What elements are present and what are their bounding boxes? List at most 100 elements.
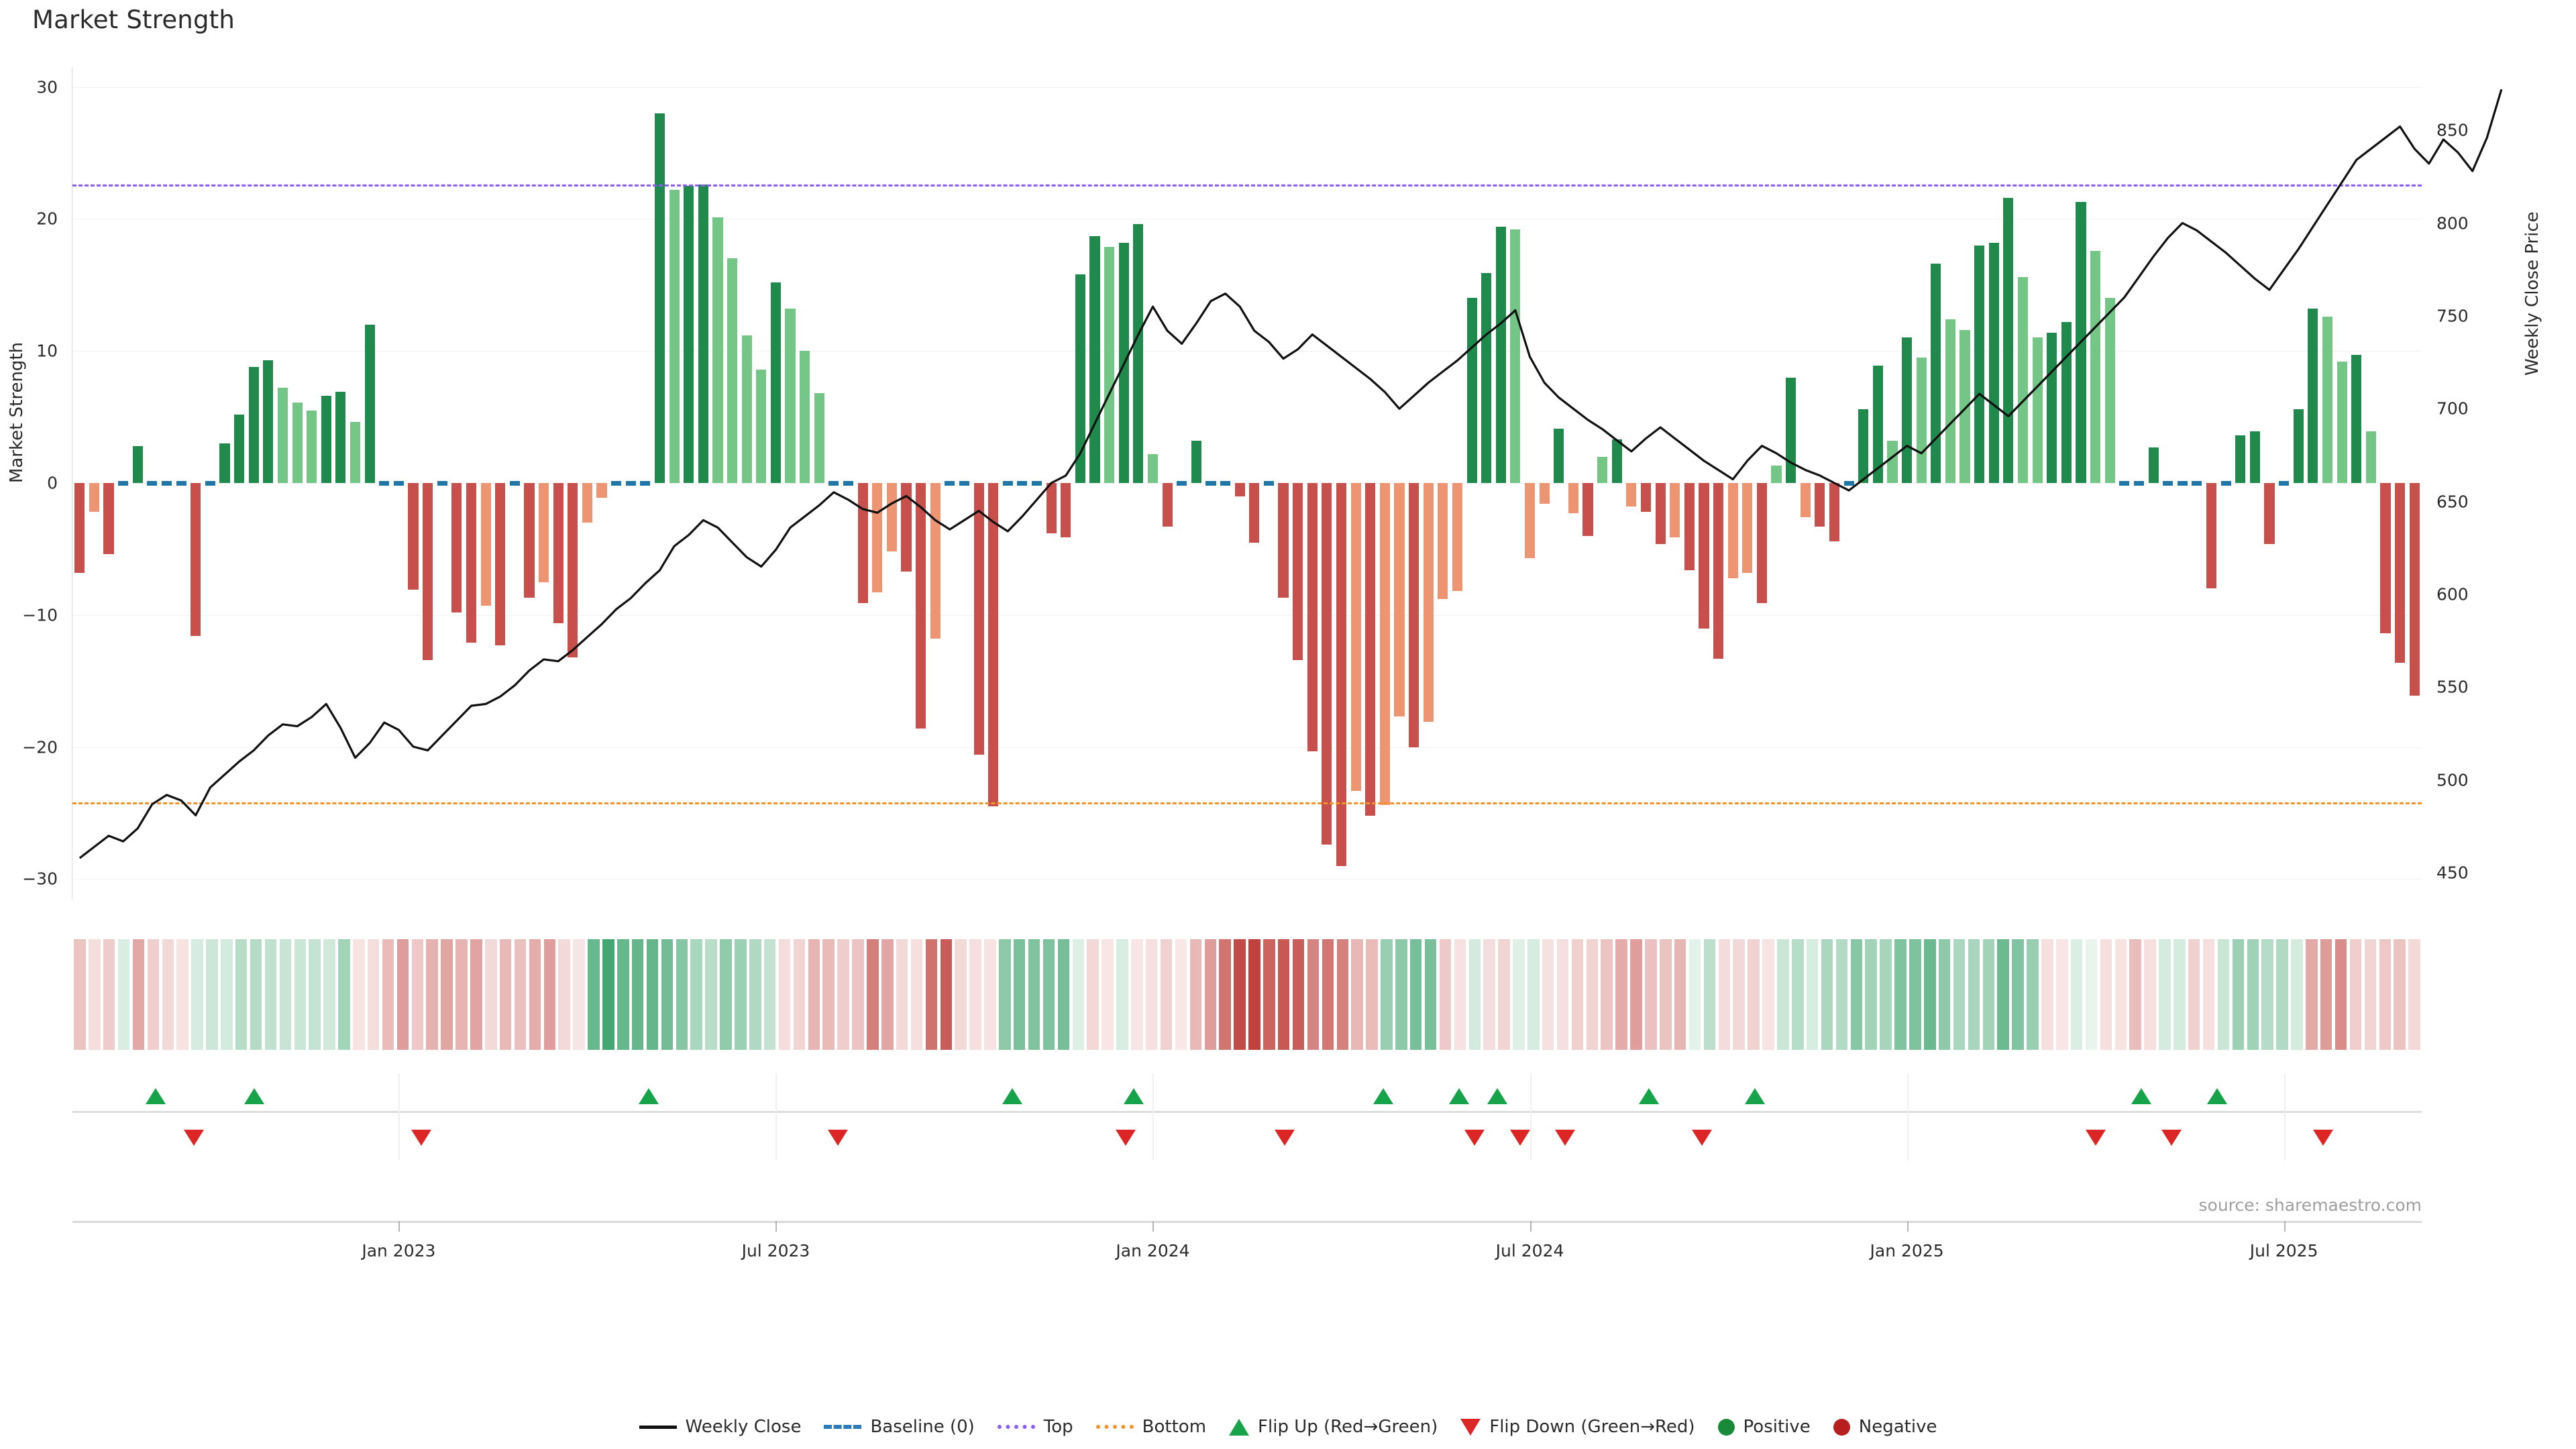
- negative-bar: [1234, 483, 1245, 496]
- negative-bar: [1379, 483, 1390, 806]
- x-axis-tick-mark: [2284, 1221, 2286, 1232]
- right-axis-tick-label: 600: [2436, 584, 2469, 604]
- negative-bar: [2395, 483, 2406, 663]
- positive-bar: [1554, 429, 1564, 483]
- positive-bar: [1887, 441, 1898, 483]
- legend-item[interactable]: Flip Up (Red→Green): [1229, 1417, 1438, 1437]
- legend-item[interactable]: Positive: [1717, 1417, 1811, 1437]
- legend-item[interactable]: Flip Down (Green→Red): [1460, 1417, 1695, 1437]
- legend-triangle-down-icon: [1460, 1418, 1481, 1436]
- heat-strip-cell: [1234, 939, 1246, 1050]
- legend-item-label: Flip Up (Red→Green): [1258, 1417, 1438, 1437]
- heat-strip-cell: [1102, 939, 1114, 1050]
- heat-strip-cell: [1630, 939, 1642, 1050]
- baseline-tick-bar: [1002, 481, 1013, 486]
- negative-bar: [1568, 483, 1578, 514]
- positive-bar: [1147, 453, 1159, 483]
- heat-strip-cell: [2247, 939, 2259, 1050]
- legend-circle-icon: [1717, 1418, 1735, 1436]
- baseline-tick-bar: [640, 481, 651, 486]
- heat-strip-cell: [1277, 939, 1290, 1050]
- legend-item[interactable]: Negative: [1833, 1417, 1937, 1437]
- positive-bar: [2235, 435, 2246, 483]
- heat-strip-cell: [705, 939, 717, 1050]
- heat-strip-cell: [1850, 939, 1863, 1050]
- heat-strip-cell: [1924, 939, 1936, 1050]
- heat-strip-cell: [1703, 939, 1716, 1050]
- heat-strip-cell: [720, 939, 732, 1050]
- heat-strip-cell: [1586, 939, 1599, 1050]
- heat-strip-cell: [1175, 939, 1187, 1050]
- legend-item[interactable]: Bottom: [1095, 1417, 1206, 1437]
- legend-item[interactable]: Weekly Close: [639, 1417, 801, 1437]
- heat-strip-cell: [162, 939, 174, 1050]
- right-axis-label: Weekly Close Price: [2522, 211, 2542, 376]
- heat-strip-cell: [1556, 939, 1569, 1050]
- positive-bar: [1510, 229, 1521, 483]
- negative-bar: [988, 483, 999, 807]
- negative-bar: [1409, 483, 1419, 747]
- heat-strip-cell: [1189, 939, 1202, 1050]
- left-axis-tick-label: −20: [22, 737, 58, 757]
- negative-bar: [1539, 483, 1550, 504]
- bottom-reference-line: [72, 802, 2422, 805]
- legend-item[interactable]: Baseline (0): [824, 1417, 975, 1437]
- heat-strip-cell: [323, 939, 335, 1050]
- heat-strip-cell: [1409, 939, 1422, 1050]
- heat-strip-cell: [1322, 939, 1334, 1050]
- negative-bar: [1699, 483, 1709, 629]
- baseline-tick-bar: [509, 481, 520, 486]
- flip-up-marker: [1638, 1088, 1659, 1104]
- positive-bar: [727, 258, 738, 483]
- source-note: source: sharemaestro.com: [2198, 1195, 2422, 1215]
- negative-bar: [1438, 483, 1448, 600]
- heat-strip-cell: [309, 939, 321, 1050]
- right-axis-tick-label: 850: [2436, 120, 2469, 140]
- heat-strip-cell: [1336, 939, 1348, 1050]
- heat-strip-cell: [763, 939, 776, 1050]
- right-axis-tick-label: 750: [2436, 306, 2469, 326]
- heat-strip-cell: [646, 939, 659, 1050]
- negative-bar: [1350, 483, 1361, 791]
- baseline-tick-bar: [1220, 481, 1231, 486]
- positive-bar: [741, 335, 752, 483]
- negative-bar: [1670, 483, 1680, 537]
- heat-strip-cell: [1292, 939, 1305, 1050]
- positive-bar: [2017, 276, 2029, 483]
- legend-item[interactable]: Top: [997, 1417, 1073, 1437]
- positive-bar: [2293, 409, 2304, 483]
- heat-strip-cell: [2349, 939, 2362, 1050]
- flip-panel-guide: [1907, 1073, 1909, 1161]
- positive-bar: [1481, 273, 1492, 483]
- positive-bar: [219, 443, 230, 483]
- heat-strip-cell: [822, 939, 835, 1050]
- flip-panel-guide: [1152, 1073, 1155, 1161]
- baseline-tick-bar: [437, 481, 447, 486]
- flip-down-marker: [1555, 1130, 1576, 1146]
- positive-bar: [770, 282, 781, 483]
- negative-bar: [89, 483, 99, 513]
- negative-bar: [1293, 483, 1303, 660]
- right-axis-tick-label: 500: [2436, 770, 2469, 790]
- x-axis: source: sharemaestro.com Jan 2023 Jul 202…: [72, 1195, 2422, 1295]
- x-axis-tick-label: Jan 2025: [1870, 1241, 1944, 1260]
- heat-strip-cell: [808, 939, 820, 1050]
- negative-bar: [1162, 483, 1173, 527]
- heat-strip-cell: [984, 939, 996, 1050]
- legend-circle-icon: [1833, 1418, 1850, 1436]
- positive-bar: [2322, 317, 2333, 483]
- positive-bar: [698, 184, 708, 483]
- positive-bar: [1960, 329, 1970, 483]
- heat-strip-cell: [1439, 939, 1452, 1050]
- positive-bar: [292, 402, 303, 483]
- x-axis-line: [72, 1221, 2422, 1223]
- heat-strip-cell: [1953, 939, 1966, 1050]
- heat-strip-cell: [1351, 939, 1363, 1050]
- heat-strip-cell: [382, 939, 394, 1050]
- baseline-tick-bar: [1017, 481, 1028, 486]
- right-axis-tick-label: 550: [2436, 677, 2469, 697]
- right-axis-tick-label: 700: [2436, 398, 2469, 419]
- legend-item-label: Flip Down (Green→Red): [1489, 1417, 1695, 1437]
- heat-strip-cell: [2276, 939, 2288, 1050]
- negative-bar: [191, 483, 201, 637]
